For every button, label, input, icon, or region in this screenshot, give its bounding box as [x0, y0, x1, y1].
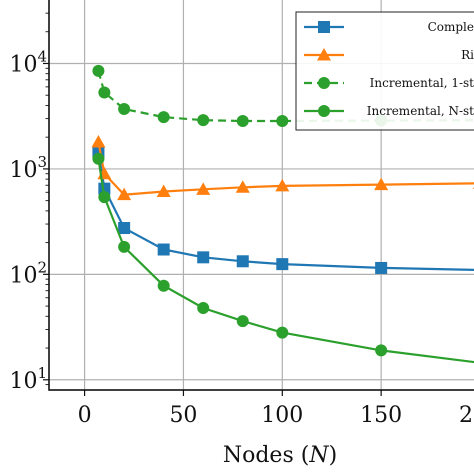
legend: Comple Ri Incremental, 1-st Incremental, N-… [295, 11, 474, 131]
data-point [92, 64, 105, 77]
data-point [118, 103, 131, 116]
data-point [375, 344, 388, 357]
legend-marker [317, 48, 331, 61]
y-tick-label: 104 [9, 47, 47, 77]
data-point [98, 182, 111, 195]
legend-marker [318, 105, 330, 117]
data-point [236, 255, 249, 268]
y-tick-label: 103 [9, 153, 47, 183]
data-point [157, 111, 170, 124]
data-point [118, 222, 131, 235]
x-tick-label: 200 [459, 403, 474, 428]
legend-marker [318, 77, 330, 89]
x-tick-label: 100 [261, 403, 303, 428]
data-point [235, 180, 250, 193]
legend-label: Incremental, N-st [367, 104, 474, 118]
data-point [276, 326, 289, 339]
data-point [275, 178, 290, 192]
data-point [276, 258, 289, 271]
series-group [91, 134, 474, 201]
data-point [197, 114, 210, 127]
series-group [92, 145, 474, 274]
x-tick-label: 150 [360, 403, 402, 428]
plot-frame [48, 0, 474, 391]
data-point [236, 114, 249, 127]
data-point [156, 184, 171, 198]
data-point [98, 191, 111, 204]
data-point [276, 114, 289, 127]
data-point [118, 240, 131, 253]
data-point [157, 279, 170, 292]
series-group [92, 152, 474, 364]
x-tick-label: 0 [78, 403, 92, 428]
data-point [196, 182, 211, 195]
x-tick-label: 50 [169, 403, 197, 428]
x-axis-label: Nodes (N) [223, 443, 337, 468]
y-tick-label: 102 [9, 258, 47, 288]
data-point [91, 134, 106, 148]
y-tick-label: 101 [9, 364, 47, 394]
legend-marker [318, 21, 330, 33]
data-point [197, 251, 210, 264]
data-point [236, 315, 249, 328]
series [91, 64, 474, 364]
data-point [374, 177, 389, 191]
data-point [92, 152, 105, 165]
data-point [197, 301, 210, 314]
data-point [375, 261, 388, 274]
axis-ticks: 0 50 100 150 200 101 102 103 104 [9, 12, 474, 428]
legend-label: Comple [428, 20, 474, 34]
data-point [98, 86, 111, 99]
data-point [157, 243, 170, 256]
series-line [97, 151, 474, 271]
legend-label: Incremental, 1-st [370, 76, 474, 90]
legend-label: Ri [461, 48, 474, 62]
data-point [117, 187, 132, 201]
